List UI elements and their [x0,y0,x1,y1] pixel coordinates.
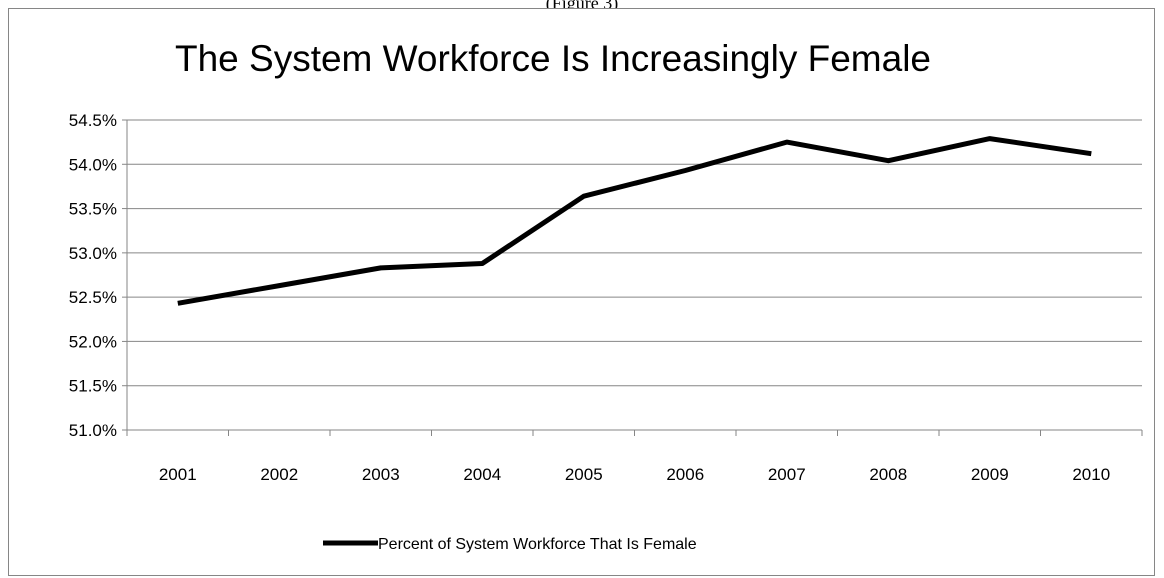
gridlines [122,119,1142,431]
y-tick-label: 52.5% [69,288,117,307]
x-tick-label: 2002 [260,465,298,484]
x-tick-label: 2004 [463,465,501,484]
x-tick-label: 2005 [565,465,603,484]
y-tick-label: 51.0% [69,421,117,440]
x-tick-label: 2010 [1072,465,1110,484]
x-tick-label: 2008 [869,465,907,484]
x-axis-labels: 2001 2002 2003 2004 2005 2006 2007 2008 2009 2010 [159,465,1110,484]
axes [126,120,1143,436]
x-tick-label: 2007 [768,465,806,484]
chart-title: The System Workforce Is Increasingly Fem… [175,38,931,79]
chart-frame [8,8,1155,576]
y-tick-label: 52.0% [69,332,117,351]
y-tick-label: 51.5% [69,377,117,396]
legend: Percent of System Workforce That Is Fema… [323,536,697,553]
series-group [177,136,1092,306]
x-tick-label: 2006 [666,465,704,484]
y-tick-label: 54.5% [69,111,117,130]
y-tick-label: 54.0% [69,155,117,174]
x-tick-label: 2009 [971,465,1009,484]
y-tick-label: 53.5% [69,200,117,219]
x-tick-label: 2001 [159,465,197,484]
y-axis-labels: 51.0% 51.5% 52.0% 52.5% 53.0% 53.5% 54.0% 54.5% [69,111,117,440]
series-line [177,136,1092,306]
legend-label: Percent of System Workforce That Is Fema… [378,536,697,553]
x-tick-label: 2003 [362,465,400,484]
y-tick-label: 53.0% [69,244,117,263]
